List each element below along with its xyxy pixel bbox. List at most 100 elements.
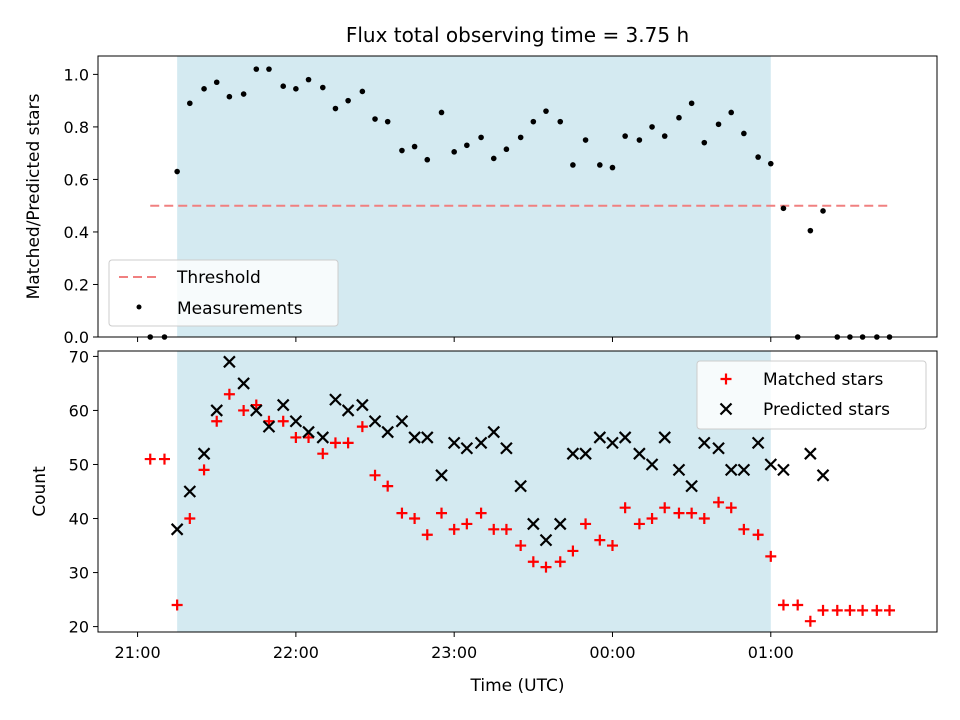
matched-star-point bbox=[673, 507, 685, 519]
predicted-star-point bbox=[368, 414, 382, 428]
matched-star-point bbox=[475, 507, 487, 519]
matched-star-point bbox=[223, 388, 235, 400]
matched-star-point bbox=[290, 431, 302, 443]
bottom-y-ticks: 20 30 40 50 60 70 bbox=[69, 347, 98, 637]
matched-star-point bbox=[342, 437, 354, 449]
matched-star-point bbox=[421, 529, 433, 541]
matched-star-point bbox=[527, 556, 539, 568]
measurement-point bbox=[570, 162, 576, 168]
measurement-point bbox=[280, 83, 287, 90]
predicted-star-point bbox=[487, 425, 501, 439]
top-legend-box bbox=[108, 259, 339, 327]
measurement-point bbox=[464, 142, 470, 149]
predicted-star-point bbox=[197, 447, 211, 460]
measurement-point bbox=[676, 114, 682, 121]
predicted-star-point bbox=[618, 431, 632, 444]
top-legend: Threshold Measurements bbox=[108, 259, 339, 327]
legend-predicted-swatch bbox=[719, 402, 733, 416]
matched-star-point bbox=[540, 561, 552, 573]
predicted-star-point bbox=[408, 431, 421, 444]
matched-star-point bbox=[804, 615, 816, 627]
matched-star-point bbox=[250, 399, 262, 411]
predicted-star-point bbox=[712, 441, 725, 455]
matched-star-point bbox=[792, 599, 804, 611]
top-plot-frame bbox=[97, 55, 938, 338]
predicted-star-point bbox=[500, 441, 513, 455]
measurement-point bbox=[661, 133, 668, 139]
matched-star-point bbox=[329, 437, 341, 449]
predicted-star-point bbox=[262, 420, 276, 433]
top-ytick-label: 0.4 bbox=[64, 223, 89, 242]
matched-star-point bbox=[369, 469, 381, 481]
measurement-point bbox=[490, 155, 497, 162]
measurement-point bbox=[332, 105, 339, 112]
measurement-point bbox=[478, 134, 484, 141]
matched-star-point bbox=[831, 604, 843, 616]
measurement-point bbox=[741, 130, 747, 137]
matched-star-point bbox=[646, 513, 658, 525]
top-ytick-label: 0.8 bbox=[64, 118, 89, 137]
bottom-ytick-label: 70 bbox=[69, 347, 89, 366]
measurement-point bbox=[345, 97, 351, 104]
predicted-star-point bbox=[658, 431, 671, 444]
predicted-star-point bbox=[223, 355, 236, 369]
predicted-star-point bbox=[435, 469, 448, 482]
predicted-star-point bbox=[527, 517, 540, 531]
matched-star-point bbox=[765, 550, 777, 562]
measurement-point bbox=[755, 154, 761, 160]
matched-star-point bbox=[356, 421, 368, 433]
top-x-ticks bbox=[137, 337, 772, 342]
matched-star-point bbox=[633, 518, 645, 530]
xtick-label: 22:00 bbox=[273, 643, 319, 662]
measurement-point bbox=[609, 164, 616, 171]
matched-star-point bbox=[500, 523, 512, 535]
matched-star-point bbox=[698, 513, 710, 525]
matched-star-point bbox=[713, 496, 725, 508]
legend-threshold-label: Threshold bbox=[176, 268, 261, 288]
measurement-point bbox=[530, 118, 537, 125]
matched-star-point bbox=[158, 453, 170, 465]
matched-star-point bbox=[844, 604, 856, 616]
predicted-star-point bbox=[183, 485, 197, 498]
predicted-star-point bbox=[566, 447, 580, 460]
measurement-point bbox=[807, 227, 814, 234]
predicted-star-point bbox=[237, 377, 250, 390]
predicted-star-point bbox=[579, 447, 592, 460]
matched-star-point bbox=[884, 604, 896, 616]
matched-star-point bbox=[488, 523, 500, 535]
measurement-point bbox=[557, 118, 564, 125]
predicted-star-point bbox=[460, 441, 474, 455]
matched-star-point bbox=[567, 545, 579, 557]
measurement-point bbox=[780, 205, 787, 212]
top-ytick-label: 0.2 bbox=[64, 275, 89, 294]
measurement-point bbox=[399, 147, 405, 154]
top-y-axis-label: Matched/Predicted stars bbox=[24, 93, 44, 299]
top-y-ticks: 0.0 0.2 0.4 0.6 0.8 1.0 bbox=[64, 65, 98, 347]
matched-star-point bbox=[594, 534, 606, 546]
predicted-star-point bbox=[474, 436, 488, 450]
measurement-point bbox=[451, 149, 457, 155]
bottom-y-axis-label: Count bbox=[30, 466, 50, 517]
bottom-ytick-label: 40 bbox=[69, 510, 89, 529]
matched-star-point bbox=[448, 523, 460, 535]
predicted-star-point bbox=[395, 414, 409, 428]
matched-star-point bbox=[184, 513, 196, 525]
bottom-ytick-label: 20 bbox=[69, 618, 89, 637]
measurement-point bbox=[517, 134, 524, 141]
matched-star-point bbox=[198, 464, 210, 476]
predicted-star-point bbox=[276, 398, 290, 412]
legend-measurements-swatch bbox=[136, 304, 142, 310]
predicted-star-point bbox=[672, 463, 686, 477]
matched-star-point bbox=[409, 513, 421, 525]
bottom-panel: 20 30 40 50 60 70 21:00 22:00 23:00 00:00 01:00 C… bbox=[30, 347, 938, 696]
measurement-point bbox=[701, 139, 708, 146]
top-ytick-label: 1.0 bbox=[64, 65, 89, 84]
measurement-point bbox=[597, 162, 603, 168]
measurement-point bbox=[411, 143, 418, 150]
predicted-star-point bbox=[724, 463, 738, 477]
matched-star-point bbox=[211, 415, 223, 427]
predicted-star-point bbox=[645, 458, 659, 471]
matched-star-point bbox=[303, 431, 315, 443]
predicted-star-point bbox=[777, 463, 790, 477]
